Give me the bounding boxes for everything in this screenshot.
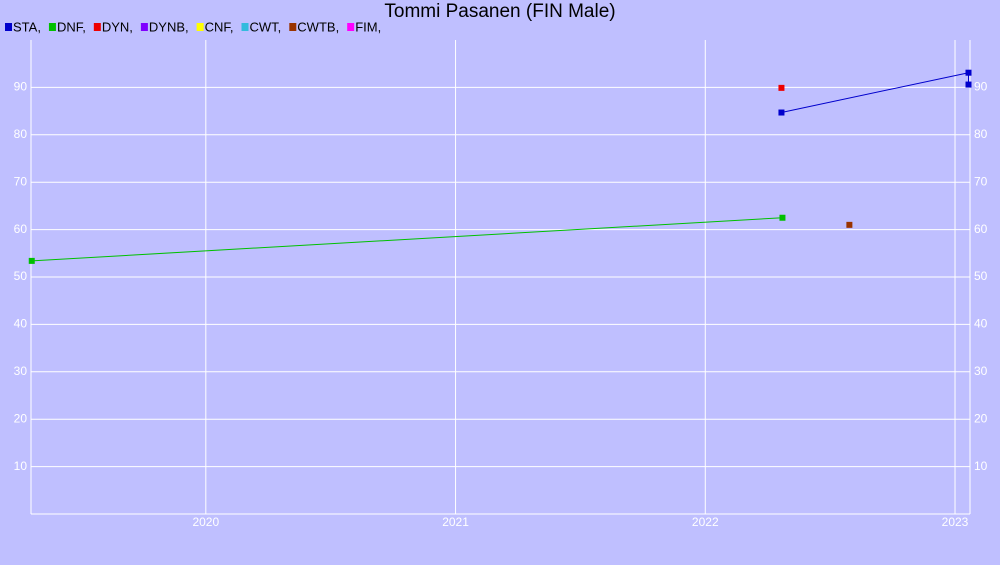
- y-tick-label: 20: [14, 411, 28, 425]
- legend-label: DYNB,: [149, 19, 189, 34]
- x-tick-label: 2023: [942, 515, 969, 529]
- legend-swatch: [140, 23, 148, 31]
- data-point: [965, 69, 972, 76]
- y2-tick-label: 30: [974, 364, 988, 378]
- y-tick-label: 80: [14, 127, 28, 141]
- legend-label: CWTB,: [297, 19, 339, 34]
- data-point: [965, 81, 972, 88]
- y2-tick-label: 60: [974, 222, 988, 236]
- x-tick-label: 2022: [692, 515, 719, 529]
- legend-swatch: [48, 23, 56, 31]
- legend-label: DNF,: [57, 19, 86, 34]
- y2-tick-label: 80: [974, 127, 988, 141]
- legend-swatch: [93, 23, 101, 31]
- legend-swatch: [241, 23, 249, 31]
- series-line: [31, 217, 783, 262]
- y-tick-label: 40: [14, 317, 28, 331]
- y-tick-label: 60: [14, 222, 28, 236]
- y-tick-label: 50: [14, 269, 28, 283]
- chart-title: Tommi Pasanen (FIN Male): [384, 1, 615, 22]
- y2-tick-label: 90: [974, 80, 988, 94]
- legend-swatch: [5, 23, 12, 31]
- y2-tick-label: 50: [974, 269, 988, 283]
- legend-label: CNF,: [205, 19, 234, 34]
- data-point: [846, 221, 853, 228]
- legend-swatch: [347, 23, 355, 31]
- y2-tick-label: 10: [974, 459, 988, 473]
- y-tick-label: 90: [14, 80, 28, 94]
- x-tick-label: 2021: [442, 515, 469, 529]
- data-point: [778, 84, 785, 91]
- legend-swatch: [289, 23, 297, 31]
- legend-label: DYN,: [102, 19, 133, 34]
- legend-label: CWT,: [250, 19, 282, 34]
- legend-label: STA,: [13, 19, 41, 34]
- y-tick-label: 30: [14, 364, 28, 378]
- x-tick-label: 2020: [192, 515, 219, 529]
- y2-tick-label: 70: [974, 174, 988, 188]
- y2-tick-label: 20: [974, 411, 988, 425]
- y-tick-label: 10: [14, 459, 28, 473]
- data-point: [778, 109, 785, 116]
- data-point: [779, 214, 786, 221]
- y-tick-label: 70: [14, 174, 28, 188]
- legend-label: FIM,: [355, 19, 381, 34]
- data-point: [28, 257, 35, 264]
- legend-swatch: [196, 23, 204, 31]
- y2-tick-label: 40: [974, 317, 988, 331]
